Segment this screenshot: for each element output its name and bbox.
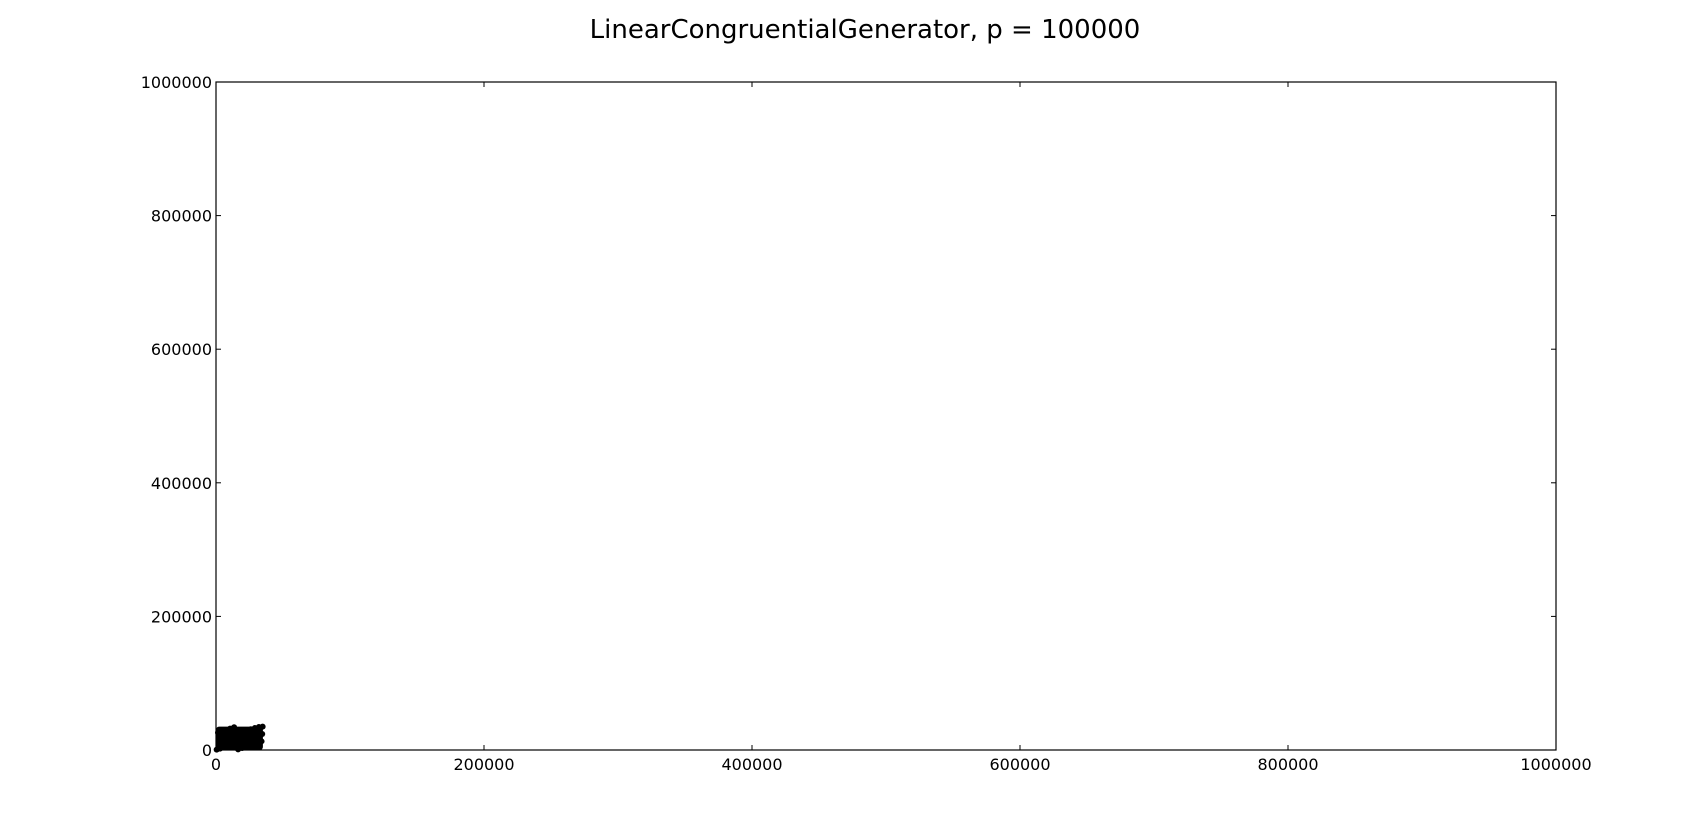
y-tick-label: 600000: [151, 340, 212, 359]
plot-frame: [215, 81, 1557, 751]
data-point: [259, 723, 266, 730]
points-layer: [213, 723, 266, 753]
x-tick-labels: 0 200000 400000 600000 800000 1000000: [211, 755, 1592, 774]
y-tick-label: 800000: [151, 207, 212, 226]
data-point: [258, 738, 265, 745]
x-tick-label: 800000: [1257, 755, 1318, 774]
y-tick-labels: 0 200000 400000 600000 800000 1000000: [141, 73, 212, 760]
x-tick-label: 200000: [453, 755, 514, 774]
y-tick-label: 200000: [151, 607, 212, 626]
data-point: [259, 730, 266, 737]
y-tick-label: 400000: [151, 474, 212, 493]
x-tick-label: 400000: [721, 755, 782, 774]
y-tick-label: 1000000: [141, 73, 212, 92]
y-tick-label: 0: [202, 741, 212, 760]
data-point: [231, 724, 238, 731]
x-tick-label: 1000000: [1520, 755, 1591, 774]
x-tick-label: 600000: [989, 755, 1050, 774]
ticks-layer: [215, 81, 1557, 751]
chart-title: LinearCongruentialGenerator, p = 100000: [590, 15, 1141, 45]
x-tick-label: 0: [211, 755, 221, 774]
